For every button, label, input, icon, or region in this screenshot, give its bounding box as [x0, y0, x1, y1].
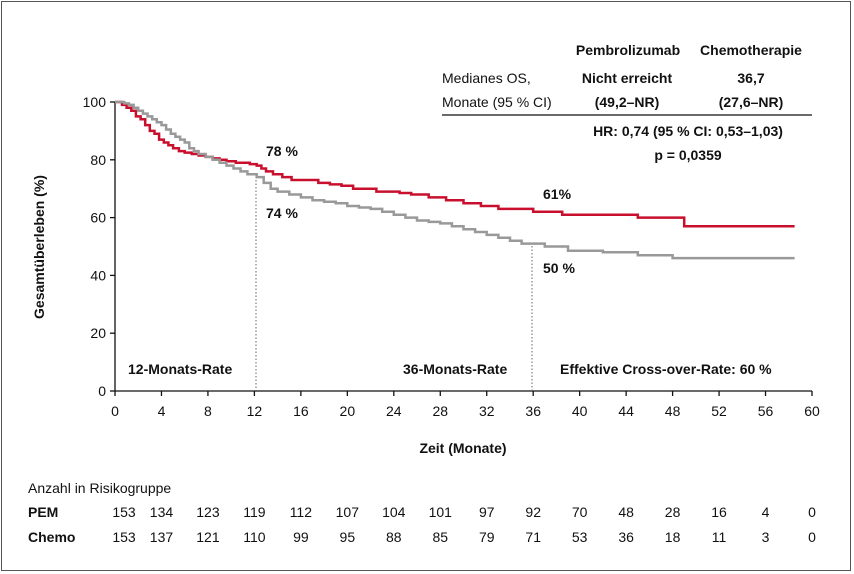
chemo-36-month-label: 50 %	[543, 260, 575, 276]
risk-row-label: PEM	[28, 504, 58, 520]
survival-curves	[115, 100, 795, 260]
x-tick-label: 8	[204, 403, 212, 419]
x-tick-label: 60	[804, 403, 820, 419]
risk-cell: 16	[711, 504, 727, 520]
summary-table: Pembrolizumab Chemotherapie Medianes OS,…	[442, 42, 812, 163]
risk-cell: 123	[196, 504, 220, 520]
risk-cell: 137	[150, 529, 174, 545]
x-axis-label: Zeit (Monate)	[419, 440, 506, 456]
x-tick-label: 48	[665, 403, 681, 419]
risk-cell: 4	[762, 504, 770, 520]
summary-col-pem: Pembrolizumab	[576, 42, 680, 58]
x-tick-label: 56	[758, 403, 774, 419]
risk-cell: 134	[150, 504, 174, 520]
risk-cell: 97	[479, 504, 495, 520]
pem-12-month-label: 78 %	[266, 143, 298, 159]
risk-cell: 112	[290, 504, 313, 520]
series-line-pembrolizumab	[115, 100, 795, 228]
x-tick-label: 20	[340, 403, 356, 419]
risk-cell: 36	[618, 529, 634, 545]
x-tick-label: 12	[247, 403, 263, 419]
risk-cell: 92	[525, 504, 541, 520]
summary-row-label-2: Monate (95 % CI)	[442, 94, 552, 110]
risk-table: Anzahl in Risikogruppe PEM 153 134 123 119 11…	[28, 480, 816, 545]
x-tick-label: 0	[111, 403, 119, 419]
summary-pem-ci: (49,2–NR)	[595, 94, 660, 110]
x-ticks: 0 4 8 12 16 20 24 28 32 36 40 44 48 52 56 60	[111, 391, 820, 419]
risk-cell: 101	[429, 504, 453, 520]
risk-cell: 70	[572, 504, 588, 520]
hazard-ratio: HR: 0,74 (95 % CI: 0,53–1,03)	[593, 123, 783, 139]
risk-cell: 153	[112, 504, 136, 520]
rate-12-label: 12-Monats-Rate	[128, 361, 232, 377]
risk-cell: 99	[293, 529, 309, 545]
y-tick-label: 40	[90, 267, 106, 283]
series-line-chemotherapie	[115, 100, 795, 260]
risk-cell: 79	[479, 529, 495, 545]
rate-36-label: 36-Monats-Rate	[403, 361, 507, 377]
x-tick-label: 24	[386, 403, 402, 419]
crossover-label: Effektive Cross-over-Rate: 60 %	[560, 361, 772, 377]
y-tick-label: 0	[98, 383, 106, 399]
risk-cell: 153	[112, 529, 136, 545]
risk-cell: 104	[382, 504, 406, 520]
risk-table-title: Anzahl in Risikogruppe	[28, 480, 171, 496]
risk-cell: 85	[432, 529, 448, 545]
summary-col-chemo: Chemotherapie	[700, 42, 802, 58]
y-tick-label: 80	[90, 152, 106, 168]
risk-cell: 95	[340, 529, 356, 545]
y-axis-label: Gesamtüberleben (%)	[31, 175, 47, 319]
risk-cell: 48	[618, 504, 634, 520]
risk-row-label: Chemo	[28, 529, 75, 545]
y-tick-label: 100	[83, 94, 107, 110]
risk-cell: 53	[572, 529, 588, 545]
risk-cell: 121	[196, 529, 220, 545]
risk-cell: 119	[243, 504, 266, 520]
x-tick-label: 16	[293, 403, 309, 419]
x-tick-label: 4	[158, 403, 166, 419]
risk-cell: 0	[808, 504, 816, 520]
risk-cell: 3	[762, 529, 770, 545]
y-ticks: 0 20 40 60 80 100	[83, 94, 115, 399]
risk-cell: 88	[386, 529, 402, 545]
x-tick-label: 52	[711, 403, 727, 419]
summary-chemo-median: 36,7	[737, 70, 764, 86]
risk-cell: 110	[243, 529, 266, 545]
x-tick-label: 28	[432, 403, 448, 419]
risk-cell: 11	[712, 529, 727, 545]
x-tick-label: 44	[618, 403, 634, 419]
y-tick-label: 20	[90, 325, 106, 341]
summary-row-label-1: Medianes OS,	[442, 70, 531, 86]
chemo-12-month-label: 74 %	[266, 205, 298, 221]
p-value: p = 0,0359	[654, 147, 722, 163]
y-tick-label: 60	[90, 210, 106, 226]
summary-pem-median: Nicht erreicht	[582, 70, 673, 86]
summary-chemo-ci: (27,6–NR)	[719, 94, 784, 110]
x-tick-label: 40	[572, 403, 588, 419]
x-tick-label: 36	[525, 403, 541, 419]
risk-cell: 107	[336, 504, 360, 520]
pem-36-month-label: 61%	[543, 186, 572, 202]
risk-cell: 18	[665, 529, 681, 545]
risk-cell: 0	[808, 529, 816, 545]
x-tick-label: 32	[479, 403, 495, 419]
risk-cell: 71	[525, 529, 541, 545]
risk-cell: 28	[665, 504, 681, 520]
